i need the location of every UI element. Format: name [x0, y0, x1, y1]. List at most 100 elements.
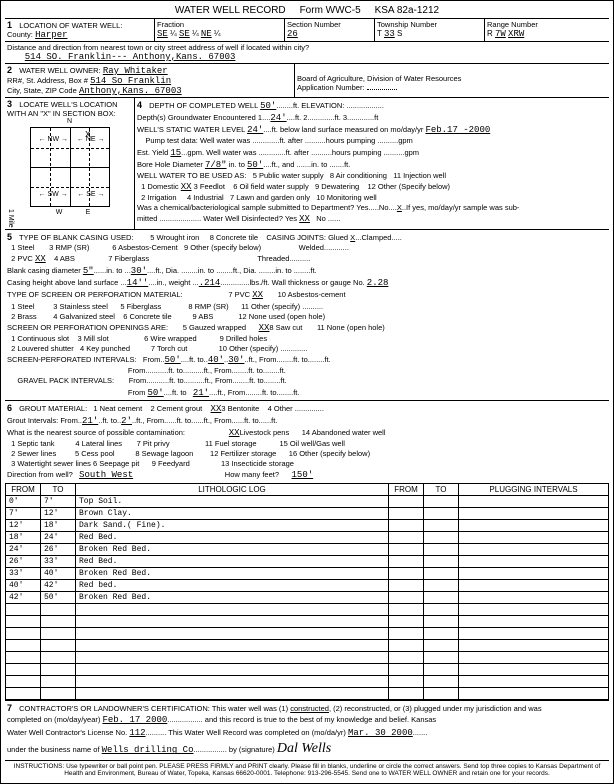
table-cell — [389, 543, 424, 555]
table-cell — [41, 603, 76, 615]
table-cell — [41, 651, 76, 663]
perf-from1: 50' — [165, 355, 181, 365]
table-cell — [76, 627, 389, 639]
log-header-row: FROM TO LITHOLOGIC LOG FROM TO PLUGGING … — [6, 483, 609, 495]
table-cell — [76, 615, 389, 627]
loc-label: LOCATION OF WATER WELL: — [19, 21, 122, 30]
table-cell — [424, 675, 459, 687]
table-cell — [459, 591, 609, 603]
w-label: 1 Mile — [7, 209, 14, 228]
section-5-casing: 5 TYPE OF BLANK CASING USED: 5 Wrought i… — [5, 229, 609, 400]
table-cell — [41, 615, 76, 627]
owner-name: Ray Whitaker — [103, 66, 168, 76]
table-cell — [389, 555, 424, 567]
township-label: Township Number — [377, 20, 437, 29]
livestock-x: XX — [229, 428, 240, 438]
pvc-screen-x: XX — [252, 290, 263, 300]
table-cell — [6, 627, 41, 639]
table-cell — [41, 639, 76, 651]
table-cell — [76, 663, 389, 675]
bore-to: 50' — [247, 160, 263, 170]
table-cell — [459, 663, 609, 675]
table-cell: 50' — [41, 591, 76, 603]
table-cell — [76, 603, 389, 615]
section-7-cert: 7 CONTRACTOR'S OR LANDOWNER'S CERTIFICAT… — [5, 700, 609, 760]
height-above: 14'' — [127, 278, 149, 288]
table-cell — [424, 531, 459, 543]
table-cell — [6, 687, 41, 699]
table-cell — [424, 615, 459, 627]
locate-label: LOCATE WELL'S LOCATION WITH AN "X" IN SE… — [7, 100, 118, 118]
township-dir: S — [397, 29, 402, 38]
gravel-to: 21' — [193, 388, 209, 398]
table-cell — [459, 603, 609, 615]
range-label: Range Number — [487, 20, 538, 29]
section-no: 26 — [287, 29, 298, 39]
table-cell — [76, 687, 389, 699]
section-1-location: 1 LOCATION OF WATER WELL: County: Harper… — [5, 18, 609, 41]
table-row — [6, 675, 609, 687]
owner-street: 514 So Franklin — [90, 76, 171, 86]
table-cell — [41, 627, 76, 639]
table-cell: Top Soil. — [76, 495, 389, 507]
section-7-num: 7 — [7, 702, 17, 715]
table-cell — [459, 615, 609, 627]
table-cell — [424, 567, 459, 579]
sw-label: ← SW → — [39, 191, 68, 198]
table-cell: Broken Red Bed. — [76, 591, 389, 603]
table-row — [6, 627, 609, 639]
disinfected-x: XX — [299, 214, 310, 224]
frac1: SE — [157, 29, 168, 39]
table-cell — [459, 639, 609, 651]
table-cell — [389, 507, 424, 519]
form-number: Form WWC-5 — [300, 5, 361, 16]
table-cell — [459, 627, 609, 639]
table-cell — [389, 531, 424, 543]
table-cell: Broken Red Bed. — [76, 567, 389, 579]
table-cell: 26' — [41, 543, 76, 555]
county-value: Harper — [35, 30, 67, 40]
table-cell: Red Bed. — [76, 531, 389, 543]
table-row: 42'50'Broken Red Bed. — [6, 591, 609, 603]
table-cell — [424, 555, 459, 567]
county-label: County: — [7, 30, 33, 39]
table-cell — [41, 687, 76, 699]
table-cell — [424, 495, 459, 507]
section-2-num: 2 — [7, 65, 17, 75]
table-row: 33'40'Broken Red Bed. — [6, 567, 609, 579]
log-body: 0'7'Top Soil.7'12'Brown Clay.12'18'Dark … — [6, 495, 609, 699]
grout-from: 21' — [82, 416, 98, 426]
section-6-grout: 6 GROUT MATERIAL: 1 Neat cement 2 Cement… — [5, 400, 609, 483]
table-row: 7'12'Brown Clay. — [6, 507, 609, 519]
col-plug: PLUGGING INTERVALS — [459, 483, 609, 495]
table-row — [6, 651, 609, 663]
table-cell — [389, 615, 424, 627]
business-name: Wells drilling Co — [102, 745, 194, 755]
title-text: WATER WELL RECORD — [175, 5, 286, 16]
appno-value — [367, 89, 397, 90]
col-litho: LITHOLOGIC LOG — [76, 483, 389, 495]
table-cell: 18' — [41, 519, 76, 531]
cityzip-label: City, State, ZIP Code — [7, 86, 77, 95]
domestic-x: XX — [181, 182, 192, 192]
casing-weight: .214 — [199, 278, 221, 288]
table-cell — [424, 507, 459, 519]
table-cell: Brown Clay. — [76, 507, 389, 519]
table-cell — [389, 519, 424, 531]
lithologic-log-table: FROM TO LITHOLOGIC LOG FROM TO PLUGGING … — [5, 483, 609, 700]
table-row — [6, 639, 609, 651]
table-cell — [389, 495, 424, 507]
table-row — [6, 615, 609, 627]
table-cell — [389, 663, 424, 675]
est-yield: 15 — [170, 148, 181, 158]
table-cell — [459, 507, 609, 519]
section-4-num: 4 — [137, 99, 147, 111]
table-cell: 33' — [6, 567, 41, 579]
range-no: 7W — [495, 29, 506, 39]
perf-to1b: 30' — [228, 355, 244, 365]
table-cell: 26' — [6, 555, 41, 567]
table-cell: 12' — [6, 519, 41, 531]
section-no-label: Section Number — [287, 20, 341, 29]
north-label: N — [7, 118, 132, 125]
table-cell — [389, 579, 424, 591]
